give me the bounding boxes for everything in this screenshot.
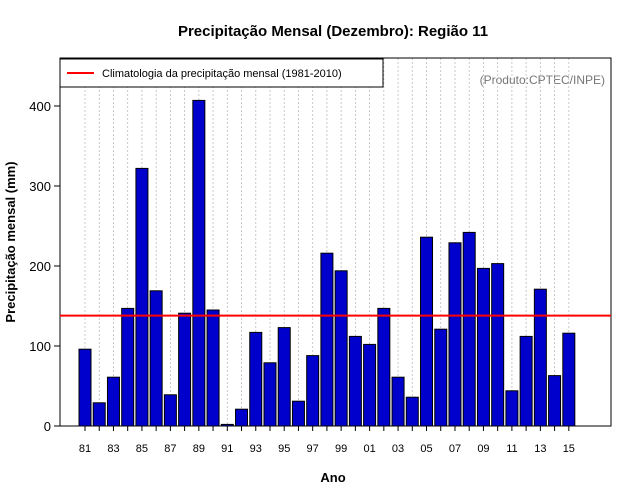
chart-title: Precipitação Mensal (Dezembro): Região 1… <box>178 23 488 40</box>
x-tick-label: 95 <box>278 443 290 455</box>
bar-09 <box>476 267 490 427</box>
y-tick-label: 100 <box>29 339 51 354</box>
x-tick-label: 81 <box>79 443 91 455</box>
bar-84 <box>121 307 135 427</box>
bar-10 <box>491 263 505 427</box>
bar-97 <box>306 355 320 427</box>
bar-81 <box>78 348 92 427</box>
bar-92 <box>235 408 249 427</box>
x-tick-label: 87 <box>164 443 176 455</box>
bar-15 <box>562 332 576 427</box>
bar-08 <box>462 231 476 427</box>
x-tick-label: 93 <box>250 443 262 455</box>
y-axis-title: Precipitação mensal (mm) <box>3 161 18 322</box>
y-tick-label: 0 <box>44 419 51 434</box>
x-tick-label: 11 <box>506 443 517 455</box>
bar-14 <box>548 375 562 427</box>
plot-frame <box>59 57 612 427</box>
x-tick-label: 07 <box>449 443 461 455</box>
x-tick-label: 15 <box>563 443 575 455</box>
bar-93 <box>249 331 263 427</box>
bar-90 <box>206 309 220 427</box>
bar-99 <box>334 270 348 427</box>
bar-98 <box>320 252 334 427</box>
bar-85 <box>135 167 149 427</box>
x-tick-label: 09 <box>477 443 489 455</box>
bar-07 <box>448 242 462 427</box>
y-tick-label: 200 <box>29 259 51 274</box>
y-tick-label: 400 <box>29 99 51 114</box>
bar-83 <box>106 376 120 427</box>
bar-11 <box>505 390 519 427</box>
bar-13 <box>533 288 547 427</box>
legend: Climatologia da precipitação mensal (198… <box>59 58 384 88</box>
bar-88 <box>178 312 192 427</box>
bar-05 <box>420 236 434 427</box>
bar-86 <box>149 290 163 427</box>
credit-text: (Produto:CPTEC/INPE) <box>480 73 605 87</box>
bar-96 <box>291 400 305 427</box>
bar-06 <box>434 328 448 427</box>
bars <box>78 99 576 427</box>
bar-12 <box>519 335 533 427</box>
bar-94 <box>263 362 277 427</box>
bar-89 <box>192 99 206 427</box>
axes: 0 100 200 300 400 81 83 85 87 89 91 93 95 97 99 01 03 05 0… <box>29 57 612 455</box>
x-tick-label: 97 <box>307 443 319 455</box>
x-tick-label: 89 <box>193 443 205 455</box>
x-tick-label: 13 <box>534 443 546 455</box>
x-tick-label: 99 <box>335 443 347 455</box>
x-tick-label: 03 <box>392 443 404 455</box>
x-tick-label: 05 <box>420 443 432 455</box>
bar-04 <box>405 396 419 427</box>
bar-01 <box>363 343 377 427</box>
bar-95 <box>277 327 291 427</box>
bar-03 <box>391 376 405 427</box>
x-tick-label: 91 <box>221 443 233 455</box>
bar-82 <box>92 402 106 427</box>
legend-box <box>59 58 384 88</box>
bar-00 <box>348 335 362 427</box>
x-tick-label: 01 <box>363 443 375 455</box>
x-axis-title: Ano <box>320 470 345 485</box>
legend-label: Climatologia da precipitação mensal (198… <box>102 68 342 80</box>
x-tick-label: 83 <box>107 443 119 455</box>
y-tick-label: 300 <box>29 179 51 194</box>
grid-lines <box>84 58 570 426</box>
bar-02 <box>377 307 391 427</box>
x-tick-label: 85 <box>136 443 148 455</box>
bar-87 <box>163 394 177 427</box>
